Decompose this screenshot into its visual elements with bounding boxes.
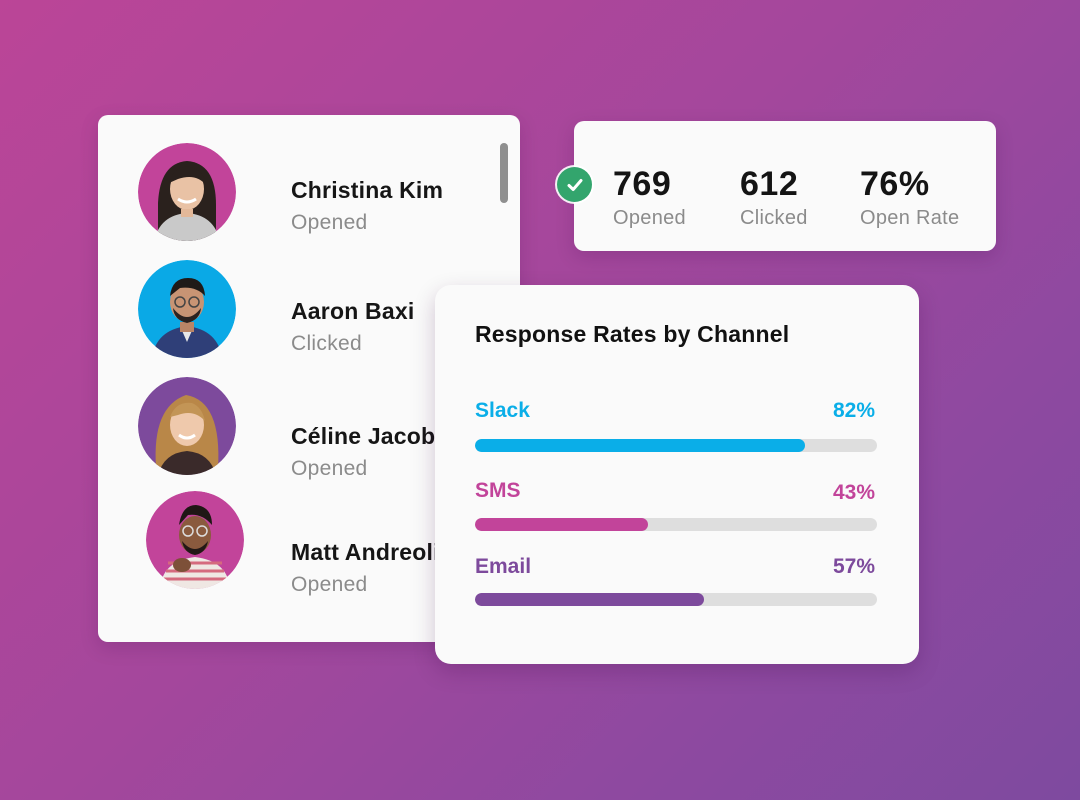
- stat-label: Opened: [613, 207, 686, 229]
- channel-percent-sms: 43%: [832, 481, 875, 504]
- progress-bar-email: [475, 593, 877, 606]
- check-circle-icon: [557, 167, 592, 202]
- avatar: [146, 491, 244, 589]
- recipient-name: Matt Andreoli: [291, 539, 440, 565]
- recipient-row[interactable]: Matt Andreoli Opened: [98, 491, 520, 601]
- channel-percent-email: 57%: [832, 555, 875, 578]
- recipient-status: Clicked: [291, 332, 362, 355]
- stats-card: 769 Opened 612 Clicked 76% Open Rate: [574, 121, 996, 251]
- channel-label-email: Email: [475, 555, 532, 578]
- avatar: [138, 260, 236, 358]
- avatar: [138, 143, 236, 241]
- recipient-status: Opened: [291, 573, 368, 596]
- channel-label-sms: SMS: [475, 479, 521, 502]
- progress-fill-email: [475, 593, 705, 606]
- card-title: Response Rates by Channel: [475, 321, 790, 347]
- stat-label: Open Rate: [860, 207, 960, 229]
- recipient-row[interactable]: Christina Kim Opened: [98, 143, 520, 253]
- progress-fill-slack: [475, 439, 805, 452]
- scrollbar-thumb[interactable]: [500, 143, 508, 203]
- recipient-name: Aaron Baxi: [291, 298, 415, 324]
- progress-bar-sms: [475, 518, 877, 531]
- avatar: [138, 377, 236, 475]
- channel-percent-slack: 82%: [832, 399, 875, 422]
- recipient-name: Christina Kim: [291, 177, 444, 203]
- recipient-row[interactable]: Aaron Baxi Clicked: [98, 260, 520, 370]
- progress-fill-sms: [475, 518, 648, 531]
- progress-bar-slack: [475, 439, 877, 452]
- stat-value: 612: [740, 165, 799, 203]
- recipient-row[interactable]: Céline Jacobs Opened: [98, 377, 520, 487]
- stat-value: 769: [613, 165, 672, 203]
- stat-label: Clicked: [740, 207, 808, 229]
- channel-label-slack: Slack: [475, 399, 530, 422]
- recipient-status: Opened: [291, 211, 368, 234]
- recipient-status: Opened: [291, 457, 368, 480]
- response-rates-card: Response Rates by Channel Slack 82% SMS …: [435, 285, 919, 664]
- stat-value: 76%: [860, 165, 930, 203]
- recipient-name: Céline Jacobs: [291, 423, 449, 449]
